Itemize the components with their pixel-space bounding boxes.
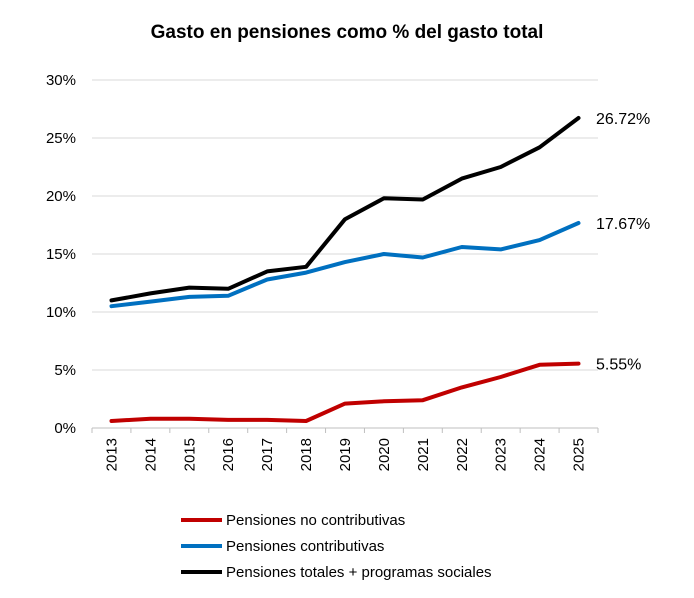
- series-line-1: [109, 221, 581, 309]
- x-tick-label: 2015: [181, 438, 198, 471]
- x-tick-label: 2019: [337, 438, 354, 471]
- x-tick-label: 2018: [298, 438, 315, 471]
- end-value-label: 5.55%: [596, 357, 641, 374]
- legend-label: Pensiones totales + programas sociales: [226, 564, 492, 581]
- x-tick-label: 2022: [454, 438, 471, 471]
- x-tick-label: 2016: [220, 438, 237, 471]
- legend-label: Pensiones contributivas: [226, 538, 384, 555]
- legend: Pensiones no contributivas Pensiones cont…: [181, 512, 492, 581]
- y-tick-label: 20%: [46, 188, 76, 205]
- x-tick-label: 2020: [376, 438, 393, 471]
- x-tick-label: 2014: [142, 438, 159, 471]
- x-tick-label: 2024: [532, 438, 549, 471]
- x-axis: 2013 2014 2015 2016 2017 2018 2019 2020 2021 2022…: [91, 428, 599, 471]
- x-tick-label: 2023: [493, 438, 510, 471]
- series-line-2: [109, 116, 581, 303]
- series-line-0: [109, 361, 581, 423]
- y-axis: 0% 5% 10% 15% 20% 25% 30%: [46, 72, 76, 437]
- x-tick-label: 2021: [415, 438, 432, 471]
- y-tick-label: 30%: [46, 72, 76, 89]
- y-tick-label: 0%: [54, 420, 76, 437]
- x-tick-label: 2025: [571, 438, 588, 471]
- y-tick-label: 25%: [46, 130, 76, 147]
- gridlines: [92, 79, 598, 429]
- series-lines: [109, 116, 581, 423]
- legend-label: Pensiones no contributivas: [226, 512, 405, 529]
- y-tick-label: 5%: [54, 362, 76, 379]
- x-tick-label: 2013: [103, 438, 120, 471]
- end-labels: 5.55% 17.67% 26.72%: [596, 111, 650, 374]
- x-tick-label: 2017: [259, 438, 276, 471]
- y-tick-label: 10%: [46, 304, 76, 321]
- chart-title: Gasto en pensiones como % del gasto tota…: [151, 22, 544, 43]
- y-tick-label: 15%: [46, 246, 76, 263]
- end-value-label: 17.67%: [596, 216, 650, 233]
- end-value-label: 26.72%: [596, 111, 650, 128]
